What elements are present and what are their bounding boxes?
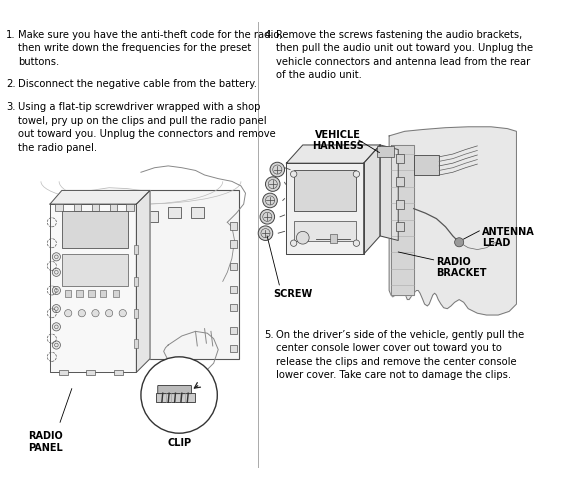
Bar: [88, 291, 94, 297]
Circle shape: [258, 226, 273, 241]
Bar: [168, 207, 181, 218]
Bar: [397, 222, 403, 231]
Bar: [230, 304, 237, 311]
Bar: [294, 171, 356, 211]
Polygon shape: [364, 145, 380, 254]
Circle shape: [296, 231, 309, 244]
Bar: [397, 199, 403, 209]
Circle shape: [52, 286, 60, 294]
Text: Remove the screws fastening the audio brackets,
then pull the audio unit out tow: Remove the screws fastening the audio br…: [277, 29, 534, 80]
Polygon shape: [380, 145, 398, 241]
Bar: [134, 191, 239, 359]
Bar: [86, 369, 96, 375]
Text: VEHICLE
HARNESS: VEHICLE HARNESS: [312, 129, 364, 151]
Circle shape: [260, 210, 275, 224]
Circle shape: [353, 240, 360, 246]
Bar: [377, 146, 394, 157]
Bar: [294, 221, 356, 242]
Text: 4.: 4.: [265, 29, 274, 40]
Bar: [73, 204, 81, 211]
Circle shape: [119, 310, 126, 317]
Bar: [230, 327, 237, 334]
Circle shape: [291, 171, 297, 177]
Bar: [62, 254, 128, 286]
Bar: [134, 245, 138, 254]
Text: 2.: 2.: [6, 78, 16, 89]
Polygon shape: [50, 204, 137, 372]
Polygon shape: [286, 145, 380, 163]
Circle shape: [92, 310, 99, 317]
Bar: [59, 369, 68, 375]
Circle shape: [105, 310, 113, 317]
Bar: [134, 277, 138, 286]
Circle shape: [263, 193, 277, 208]
Bar: [397, 154, 403, 163]
Bar: [100, 291, 106, 297]
FancyBboxPatch shape: [158, 386, 191, 393]
Bar: [397, 177, 403, 186]
Bar: [191, 207, 204, 218]
Bar: [113, 291, 119, 297]
Bar: [64, 291, 71, 297]
Polygon shape: [389, 127, 517, 315]
Circle shape: [52, 341, 60, 349]
Bar: [230, 222, 237, 229]
Bar: [110, 204, 117, 211]
Circle shape: [291, 240, 297, 246]
Text: Make sure you have the anti-theft code for the radio,
then write down the freque: Make sure you have the anti-theft code f…: [18, 29, 283, 67]
Bar: [55, 204, 63, 211]
Circle shape: [52, 323, 60, 331]
Bar: [156, 393, 195, 402]
Polygon shape: [391, 145, 414, 295]
Polygon shape: [50, 191, 150, 204]
Circle shape: [266, 177, 280, 192]
Bar: [414, 155, 439, 175]
Bar: [230, 286, 237, 293]
Circle shape: [52, 253, 60, 261]
Bar: [114, 369, 123, 375]
Bar: [230, 241, 237, 248]
Bar: [230, 345, 237, 352]
Bar: [76, 291, 83, 297]
Circle shape: [353, 171, 360, 177]
Bar: [134, 309, 138, 318]
Bar: [134, 339, 138, 348]
Text: RADIO
BRACKET: RADIO BRACKET: [436, 257, 487, 278]
Circle shape: [455, 238, 464, 247]
Bar: [126, 204, 134, 211]
Circle shape: [78, 310, 85, 317]
Text: Disconnect the negative cable from the battery.: Disconnect the negative cable from the b…: [18, 78, 257, 89]
Circle shape: [270, 162, 284, 177]
Circle shape: [52, 305, 60, 313]
Polygon shape: [137, 191, 150, 372]
Bar: [330, 234, 337, 243]
Text: 5.: 5.: [265, 330, 274, 340]
Text: 1.: 1.: [6, 29, 16, 40]
Bar: [230, 263, 237, 270]
Text: CLIP: CLIP: [167, 438, 191, 448]
Text: SCREW: SCREW: [273, 289, 312, 298]
Circle shape: [141, 357, 217, 433]
Bar: [92, 204, 99, 211]
Text: Using a flat-tip screwdriver wrapped with a shop
towel, pry up on the clips and : Using a flat-tip screwdriver wrapped wit…: [18, 102, 276, 153]
Bar: [146, 211, 158, 222]
Polygon shape: [286, 163, 364, 254]
Text: RADIO
PANEL: RADIO PANEL: [28, 431, 63, 453]
Text: 3.: 3.: [6, 102, 16, 112]
Circle shape: [52, 268, 60, 276]
Circle shape: [64, 310, 72, 317]
Text: On the driver’s side of the vehicle, gently pull the
center console lower cover : On the driver’s side of the vehicle, gen…: [277, 330, 525, 380]
Bar: [62, 211, 128, 248]
Text: ANTENNA
LEAD: ANTENNA LEAD: [482, 227, 535, 248]
